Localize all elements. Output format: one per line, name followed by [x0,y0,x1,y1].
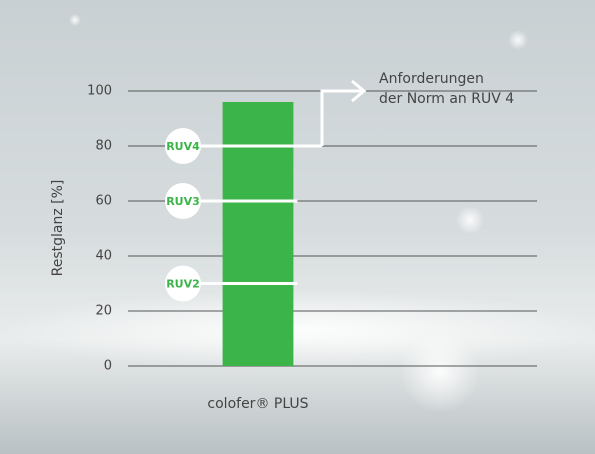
y-tick-label: 100 [87,84,112,99]
reference-label: RUV2 [166,278,200,291]
bokeh [69,14,81,26]
glow [0,290,595,370]
reference-label: RUV3 [166,195,200,208]
bokeh [400,332,480,412]
bokeh [456,206,484,234]
annotation-text: Anforderungen [379,71,484,87]
reference-label: RUV4 [166,140,200,153]
y-tick-label: 40 [95,249,112,264]
y-tick-label: 20 [95,304,112,319]
x-tick-label: colofer® PLUS [207,396,308,412]
y-tick-label: 80 [95,139,112,154]
background [0,0,595,454]
chart: Restglanz [%] 0 20 40 60 80 100 colofer® PLUS R… [0,0,595,454]
annotation-text: der Norm an RUV 4 [379,91,514,107]
y-tick-label: 60 [95,194,112,209]
bokeh [508,30,528,50]
y-tick-label: 0 [104,359,112,374]
bar [223,102,294,366]
y-axis-label: Restglanz [%] [50,180,66,277]
